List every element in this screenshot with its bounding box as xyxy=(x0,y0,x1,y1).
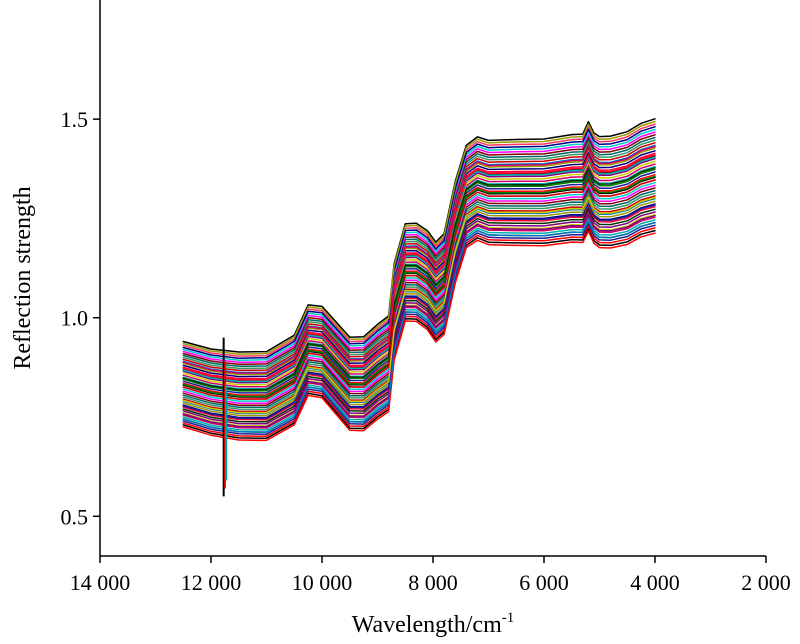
spectrum-line xyxy=(182,118,656,353)
spectrum-line xyxy=(182,136,656,368)
x-axis-title-superscript: -1 xyxy=(502,610,515,626)
spectral-series-group xyxy=(182,118,656,442)
y-ticks-group: 0.5 1.0 1.5 xyxy=(61,107,100,529)
spectrum-line xyxy=(182,203,656,420)
x-tick-label: 10 000 xyxy=(292,570,353,595)
spectrum-line xyxy=(182,213,656,428)
spectrum-line xyxy=(182,217,656,431)
spectrum-line xyxy=(182,227,656,440)
x-tick-label: 8 000 xyxy=(408,570,458,595)
x-tick-label: 4 000 xyxy=(630,570,680,595)
spectrum-line xyxy=(182,222,656,435)
spectrum-line xyxy=(182,225,656,437)
spectrum-line xyxy=(182,126,656,359)
spectrum-line xyxy=(182,128,656,361)
spike-group xyxy=(222,337,228,497)
spectrum-line xyxy=(182,134,656,366)
spectrum-line xyxy=(182,175,656,397)
spectrum-line xyxy=(182,163,656,388)
spectrum-line xyxy=(182,160,656,386)
spectrum-line xyxy=(182,131,656,364)
spectrum-line xyxy=(182,192,656,411)
spectrum-line xyxy=(182,145,656,375)
spectrum-line xyxy=(182,123,656,357)
x-tick-label: 14 000 xyxy=(70,570,131,595)
spectrum-line xyxy=(182,184,656,404)
x-ticks-group: 14 000 12 000 10 000 8 000 6 000 4 000 2 000 xyxy=(70,556,791,595)
spectrum-line xyxy=(182,179,656,400)
spectrum-line xyxy=(182,142,656,372)
spectrum-line xyxy=(182,181,656,402)
spectrum-line xyxy=(182,220,656,433)
spectrum-line xyxy=(182,171,656,394)
spectrum-line xyxy=(182,120,656,355)
spectrum-line xyxy=(182,189,656,409)
spectrum-line xyxy=(182,139,656,370)
spectrum-line xyxy=(182,199,656,417)
spectrum-line xyxy=(182,150,656,378)
y-tick-label: 1.5 xyxy=(61,107,89,132)
y-tick-label: 0.5 xyxy=(61,504,89,529)
spectrum-line xyxy=(182,207,656,423)
spectrum-line xyxy=(182,209,656,425)
y-axis-title: Reflection strength xyxy=(10,186,36,369)
x-axis-title: Wavelength/cm-1 xyxy=(352,610,515,638)
x-tick-label: 6 000 xyxy=(519,570,569,595)
x-tick-label: 2 000 xyxy=(741,570,791,595)
y-tick-label: 1.0 xyxy=(61,306,89,331)
spectrum-line xyxy=(182,167,656,391)
x-tick-label: 12 000 xyxy=(181,570,242,595)
spectrum-line xyxy=(182,187,656,406)
x-axis-title-main: Wavelength/cm xyxy=(352,612,502,638)
spectrum-line xyxy=(182,230,656,442)
spectrum-line xyxy=(182,154,656,381)
spectrum-line xyxy=(182,196,656,414)
